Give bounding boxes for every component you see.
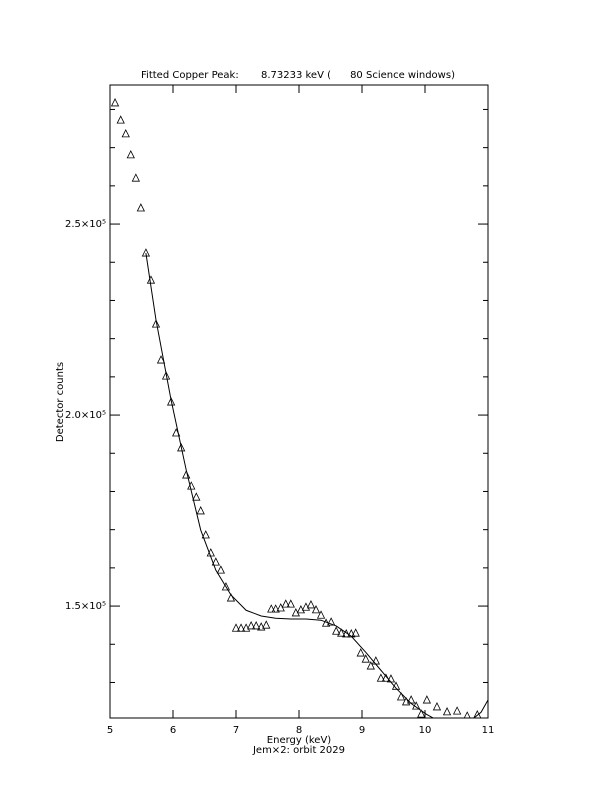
data-point — [351, 628, 360, 637]
data-point — [166, 397, 176, 406]
data-point — [177, 443, 186, 452]
data-point — [432, 702, 442, 711]
data-point — [262, 620, 271, 629]
y-tick-label: 1.5×10⁵ — [65, 601, 106, 612]
data-point — [337, 628, 346, 637]
y-tick-label: 2.0×10⁵ — [65, 410, 106, 421]
data-point — [226, 593, 236, 602]
data-point — [271, 604, 280, 613]
data-point — [332, 626, 341, 635]
y-axis-label: Detector counts — [55, 362, 66, 442]
data-point — [192, 492, 201, 501]
data-point — [417, 709, 426, 718]
data-point — [326, 617, 336, 626]
data-point — [376, 673, 386, 682]
data-point — [110, 98, 120, 107]
x-tick-label: 8 — [296, 725, 302, 736]
data-point — [221, 582, 231, 591]
chart-title: Fitted Copper Peak: 8.73233 keV ( 80 Sci… — [141, 70, 455, 81]
data-point — [126, 150, 135, 159]
x-tick-label: 5 — [107, 725, 113, 736]
data-point — [406, 695, 416, 704]
data-point — [196, 506, 205, 515]
data-point — [246, 621, 256, 630]
data-point — [151, 319, 161, 328]
x-axis-label: Energy (keV) — [267, 735, 332, 746]
data-point — [296, 604, 306, 614]
x-tick-label: 11 — [482, 725, 495, 736]
data-point — [281, 599, 290, 608]
x-tick-label: 9 — [359, 725, 365, 736]
data-point — [257, 622, 266, 631]
x-tick-label: 6 — [170, 725, 176, 736]
data-point — [182, 470, 191, 479]
data-point — [422, 695, 432, 704]
x-tick-label: 7 — [233, 725, 239, 736]
data-point — [316, 610, 326, 619]
data-point — [396, 692, 406, 701]
data-point — [366, 661, 375, 670]
data-point — [116, 115, 125, 124]
data-point — [306, 600, 316, 609]
data-point — [463, 711, 471, 718]
data-point — [187, 481, 196, 490]
data-point — [146, 275, 156, 284]
data-point — [211, 557, 220, 566]
data-point — [136, 203, 146, 212]
data-point — [361, 654, 370, 663]
data-point — [156, 355, 166, 364]
data-point — [161, 371, 171, 380]
data-point — [356, 648, 365, 657]
data-point — [201, 530, 210, 539]
data-point — [121, 129, 130, 138]
data-point — [131, 173, 140, 182]
data-point — [452, 706, 462, 715]
data-point — [267, 604, 276, 613]
plot-frame — [109, 84, 489, 719]
data-point — [231, 623, 241, 632]
subtitle: Jem×2: orbit 2029 — [252, 745, 345, 756]
data-point — [311, 604, 321, 614]
data-point — [286, 599, 295, 608]
data-point — [236, 623, 246, 632]
data-point — [216, 565, 226, 574]
plot-area — [110, 98, 488, 718]
x-tick-label: 10 — [419, 725, 432, 736]
y-tick-label: 2.5×10⁵ — [65, 219, 106, 230]
data-point — [252, 621, 261, 630]
data-point — [401, 697, 411, 706]
data-point — [291, 608, 300, 617]
data-point — [442, 706, 452, 716]
fit-line — [145, 253, 488, 718]
